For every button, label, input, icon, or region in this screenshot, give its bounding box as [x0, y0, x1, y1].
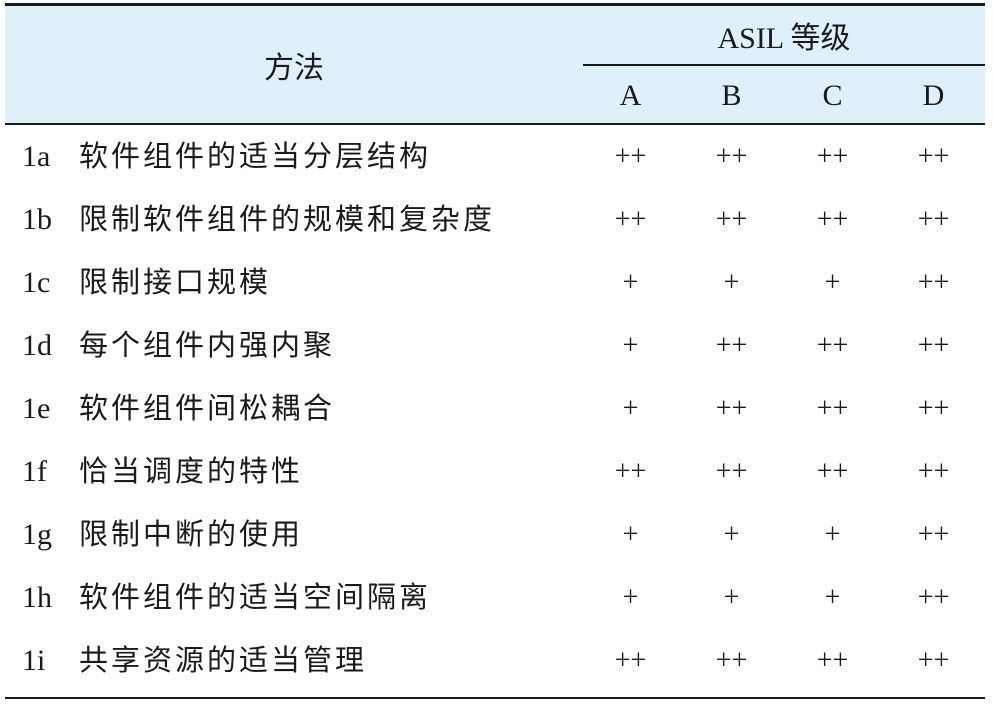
rating-cell: ++: [614, 141, 647, 172]
rating-cell: ++: [917, 519, 950, 550]
method-name: 限制软件组件的规模和复杂度: [79, 202, 496, 236]
rating-cell: +: [622, 267, 639, 298]
rating-cell: ++: [917, 645, 950, 676]
rating-cell: ++: [816, 141, 849, 172]
rating-cell: +: [723, 267, 740, 298]
method-id: 1e: [22, 392, 51, 425]
method-name: 限制接口规模: [79, 265, 272, 299]
rating-cell: ++: [917, 141, 950, 172]
method-id: 1g: [22, 518, 52, 551]
rating-cell: ++: [816, 330, 849, 361]
method-name: 限制中断的使用: [79, 517, 304, 551]
rating-cell: ++: [917, 456, 950, 487]
method-name: 软件组件的适当空间隔离: [79, 580, 432, 614]
table-header: 方法 ASIL 等级 A B C D: [5, 6, 985, 125]
table-row: 1h 软件组件的适当空间隔离 + + + ++: [5, 566, 985, 629]
method-id: 1i: [22, 644, 46, 677]
rating-cell: +: [723, 519, 740, 550]
rating-cell: +: [824, 519, 841, 550]
rating-cell: ++: [715, 330, 748, 361]
rating-cell: ++: [816, 393, 849, 424]
table-row: 1a 软件组件的适当分层结构 ++ ++ ++ ++: [5, 125, 985, 188]
method-id: 1f: [22, 455, 47, 488]
table-body: 1a 软件组件的适当分层结构 ++ ++ ++ ++ 1b 限制软件组件的规模和复杂度 ++ ++…: [5, 125, 985, 692]
rating-cell: ++: [917, 267, 950, 298]
asil-methods-table: 方法 ASIL 等级 A B C D 1a 软件组件的适当分层结构 ++ ++ ++ ++…: [5, 3, 985, 699]
rating-cell: ++: [715, 456, 748, 487]
method-name: 每个组件内强内聚: [79, 328, 336, 362]
method-name: 恰当调度的特性: [79, 454, 304, 488]
header-sub-rule: [583, 64, 985, 66]
rating-cell: ++: [715, 645, 748, 676]
table-row: 1f 恰当调度的特性 ++ ++ ++ ++: [5, 440, 985, 503]
rating-cell: +: [723, 582, 740, 613]
rating-cell: +: [622, 519, 639, 550]
table-row: 1g 限制中断的使用 + + + ++: [5, 503, 985, 566]
method-id: 1h: [22, 581, 52, 614]
rating-cell: ++: [917, 204, 950, 235]
top-rule: [5, 3, 985, 6]
method-id: 1b: [22, 203, 52, 236]
method-id: 1d: [22, 329, 52, 362]
rating-cell: ++: [715, 393, 748, 424]
rating-cell: +: [824, 582, 841, 613]
table-row: 1i 共享资源的适当管理 ++ ++ ++ ++: [5, 629, 985, 692]
rating-cell: ++: [715, 141, 748, 172]
rating-cell: ++: [917, 393, 950, 424]
rating-cell: ++: [614, 456, 647, 487]
header-level-a: A: [619, 78, 642, 112]
header-method: 方法: [264, 50, 324, 86]
header-asil-level: ASIL 等级: [717, 22, 851, 55]
rating-cell: ++: [816, 456, 849, 487]
rating-cell: +: [622, 582, 639, 613]
header-level-b: B: [721, 78, 742, 112]
method-name: 软件组件的适当分层结构: [79, 139, 432, 173]
method-name: 软件组件间松耦合: [79, 391, 336, 425]
rating-cell: ++: [614, 645, 647, 676]
rating-cell: ++: [614, 204, 647, 235]
table-row: 1e 软件组件间松耦合 + ++ ++ ++: [5, 377, 985, 440]
method-name: 共享资源的适当管理: [79, 643, 368, 677]
method-id: 1a: [22, 140, 51, 173]
rating-cell: +: [824, 267, 841, 298]
table-row: 1c 限制接口规模 + + + ++: [5, 251, 985, 314]
header-level-d: D: [922, 78, 945, 112]
rating-cell: ++: [917, 582, 950, 613]
table-row: 1b 限制软件组件的规模和复杂度 ++ ++ ++ ++: [5, 188, 985, 251]
table-row: 1d 每个组件内强内聚 + ++ ++ ++: [5, 314, 985, 377]
rating-cell: +: [622, 330, 639, 361]
rating-cell: ++: [917, 330, 950, 361]
rating-cell: ++: [715, 204, 748, 235]
header-level-c: C: [822, 78, 843, 112]
rating-cell: +: [622, 393, 639, 424]
bottom-rule: [5, 697, 985, 699]
rating-cell: ++: [816, 204, 849, 235]
rating-cell: ++: [816, 645, 849, 676]
method-id: 1c: [22, 266, 51, 299]
